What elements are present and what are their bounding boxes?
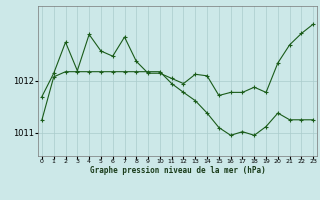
X-axis label: Graphe pression niveau de la mer (hPa): Graphe pression niveau de la mer (hPa): [90, 166, 266, 175]
